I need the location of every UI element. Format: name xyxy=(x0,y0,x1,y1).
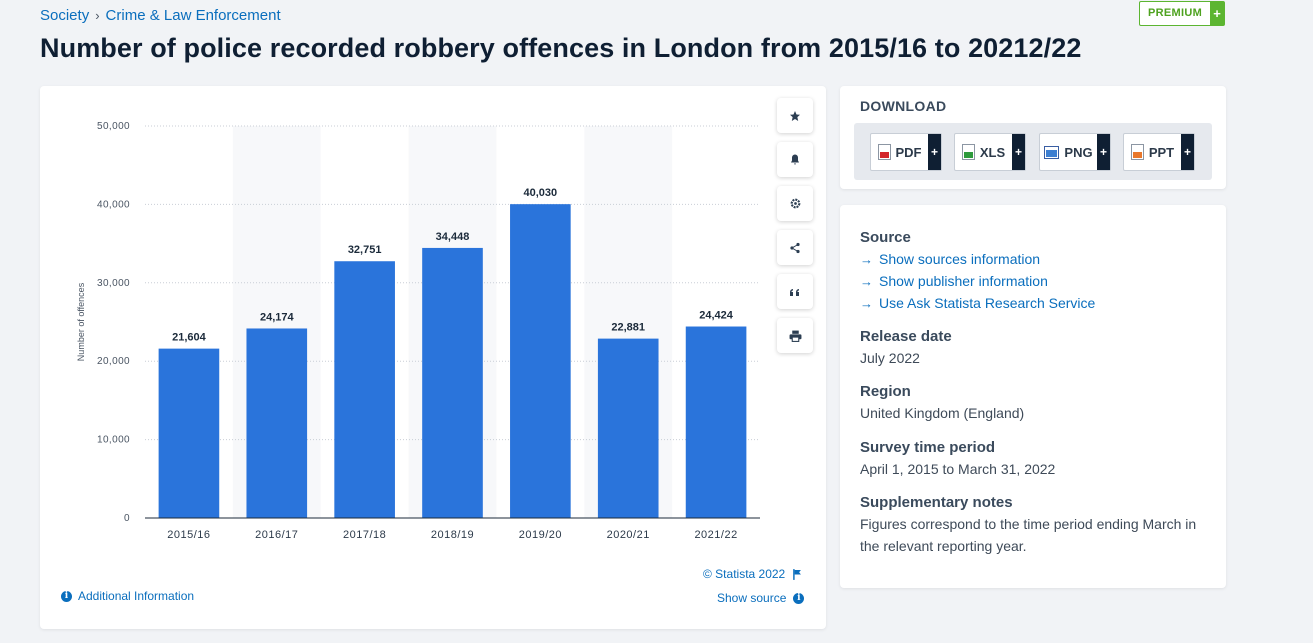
bar xyxy=(246,328,308,518)
gear-icon xyxy=(790,198,800,209)
premium-badge[interactable]: PREMIUM + xyxy=(1139,1,1226,26)
additional-info-link[interactable]: i Additional Information xyxy=(61,589,194,603)
settings-button[interactable] xyxy=(777,186,813,221)
bar xyxy=(158,348,220,518)
pdf-file-icon xyxy=(877,144,891,160)
download-ppt-button[interactable]: PPT + xyxy=(1123,133,1195,171)
sources-info-label: Show sources information xyxy=(879,251,1041,267)
chart-info-panel: Source → Show sources information → Show… xyxy=(840,205,1226,588)
notification-button[interactable] xyxy=(777,142,813,177)
x-tick-label: 2021/22 xyxy=(694,529,737,541)
info-icon: i xyxy=(61,590,72,602)
arrow-right-icon: → xyxy=(860,251,873,267)
bar xyxy=(597,338,659,518)
x-tick-label: 2016/17 xyxy=(255,529,298,541)
publisher-info-label: Show publisher information xyxy=(879,273,1048,289)
bar-value-label: 21,604 xyxy=(172,332,207,344)
y-tick-label: 0 xyxy=(124,513,130,524)
copyright-text: © Statista 2022 xyxy=(703,567,786,581)
x-tick-label: 2015/16 xyxy=(167,529,210,541)
breadcrumb: Society › Crime & Law Enforcement xyxy=(40,7,281,24)
x-tick-label: 2018/19 xyxy=(431,529,474,541)
ppt-file-icon xyxy=(1130,144,1144,160)
print-icon xyxy=(789,330,801,342)
png-file-icon xyxy=(1044,145,1060,159)
x-tick-label: 2017/18 xyxy=(343,529,386,541)
release-date-heading: Release date xyxy=(860,328,952,345)
bar xyxy=(422,247,483,518)
y-axis-label: Number of offences xyxy=(76,282,86,361)
region-value: United Kingdom (England) xyxy=(860,405,1025,421)
survey-period-heading: Survey time period xyxy=(860,439,996,456)
x-tick-label: 2019/20 xyxy=(519,529,562,541)
star-icon xyxy=(790,110,800,121)
page-title: Number of police recorded robbery offenc… xyxy=(40,33,1082,63)
plus-icon: + xyxy=(1097,134,1110,170)
source-heading: Source xyxy=(860,229,911,246)
show-source-link[interactable]: Show source i xyxy=(717,591,805,605)
survey-period-value: April 1, 2015 to March 31, 2022 xyxy=(860,461,1056,477)
research-service-link[interactable]: → Use Ask Statista Research Service xyxy=(860,295,1095,311)
additional-info-label: Additional Information xyxy=(78,589,195,603)
breadcrumb-separator: › xyxy=(95,8,100,23)
share-button[interactable] xyxy=(777,230,813,265)
download-png-button[interactable]: PNG + xyxy=(1039,133,1111,171)
arrow-right-icon: → xyxy=(860,273,873,289)
premium-plus-icon: + xyxy=(1210,2,1225,25)
bar-value-label: 24,174 xyxy=(260,311,295,323)
chart-toolbar xyxy=(777,98,813,353)
research-service-label: Use Ask Statista Research Service xyxy=(879,295,1096,311)
bar-value-label: 34,448 xyxy=(436,231,470,243)
show-source-label: Show source xyxy=(717,591,787,605)
favorite-button[interactable] xyxy=(777,98,813,133)
bar-value-label: 24,424 xyxy=(699,310,734,322)
quote-icon xyxy=(790,288,799,296)
plus-icon: + xyxy=(1012,134,1025,170)
bar-value-label: 32,751 xyxy=(348,244,382,256)
x-tick-label: 2020/21 xyxy=(607,529,650,541)
share-icon xyxy=(790,242,800,253)
download-xls-button[interactable]: XLS + xyxy=(954,133,1026,171)
flag-icon xyxy=(793,568,802,580)
chart-card: 0 10,000 20,000 30,000 40,000 50,000 Number of… xyxy=(40,86,826,629)
release-date-value: July 2022 xyxy=(860,350,920,366)
bar-value-label: 22,881 xyxy=(611,322,645,334)
plus-icon: + xyxy=(1181,134,1194,170)
xls-label: XLS xyxy=(979,144,1006,160)
publisher-info-link[interactable]: → Show publisher information xyxy=(860,273,1048,289)
bar xyxy=(685,326,747,518)
y-tick-label: 10,000 xyxy=(97,435,130,446)
pdf-label: PDF xyxy=(895,144,922,160)
download-buttons: PDF + XLS + PNG + PPT + xyxy=(854,123,1212,180)
info-icon: i xyxy=(793,592,805,604)
download-title: DOWNLOAD xyxy=(860,98,947,114)
bar-value-label: 40,030 xyxy=(524,187,558,199)
breadcrumb-society[interactable]: Society xyxy=(40,7,90,24)
y-tick-label: 20,000 xyxy=(97,356,130,367)
region-heading: Region xyxy=(860,383,911,400)
bar xyxy=(334,261,395,518)
download-panel: DOWNLOAD PDF + XLS + PNG + PPT + xyxy=(840,86,1226,189)
xls-file-icon xyxy=(961,144,975,160)
bell-icon xyxy=(791,154,799,165)
print-button[interactable] xyxy=(777,318,813,353)
plus-icon: + xyxy=(928,134,941,170)
breadcrumb-crime-law[interactable]: Crime & Law Enforcement xyxy=(105,7,281,24)
bar-chart: 0 10,000 20,000 30,000 40,000 50,000 Number of… xyxy=(76,121,760,541)
png-label: PNG xyxy=(1064,144,1093,160)
y-tick-label: 30,000 xyxy=(97,278,130,289)
download-pdf-button[interactable]: PDF + xyxy=(870,133,942,171)
ppt-label: PPT xyxy=(1148,144,1175,160)
arrow-right-icon: → xyxy=(860,295,873,311)
cite-button[interactable] xyxy=(777,274,813,309)
premium-label: PREMIUM xyxy=(1148,7,1203,19)
bar xyxy=(510,204,571,518)
supplementary-notes-heading: Supplementary notes xyxy=(860,494,1013,511)
y-tick-label: 40,000 xyxy=(97,199,130,210)
supplementary-notes-value: Figures correspond to the time period en… xyxy=(860,516,1197,554)
copyright-link[interactable]: © Statista 2022 xyxy=(703,567,802,581)
y-tick-label: 50,000 xyxy=(97,121,130,132)
sources-info-link[interactable]: → Show sources information xyxy=(860,251,1040,267)
